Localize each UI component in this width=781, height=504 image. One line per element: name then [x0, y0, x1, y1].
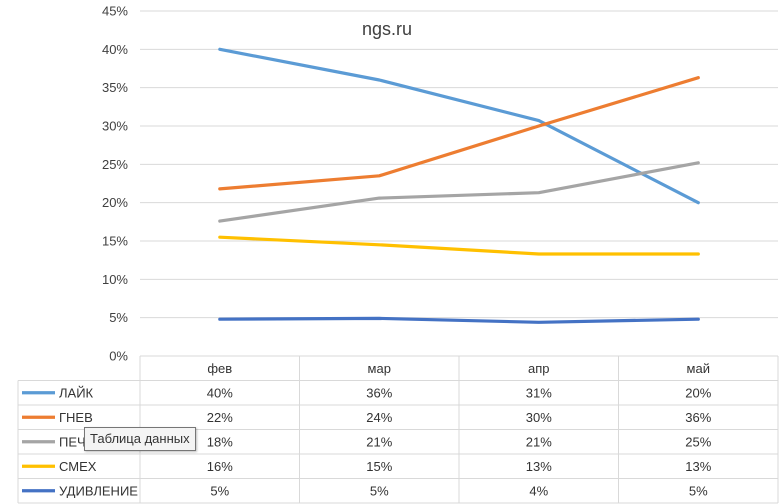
- data-label: 24%: [366, 410, 392, 425]
- data-label: 21%: [366, 434, 392, 449]
- data-label: 18%: [207, 434, 233, 449]
- y-tick-label: 20%: [102, 195, 128, 210]
- legend-label: ЛАЙК: [59, 385, 94, 400]
- data-label: 40%: [207, 385, 233, 400]
- series-line-2: [218, 76, 700, 191]
- legend-label: СМЕХ: [59, 459, 97, 474]
- data-label: 13%: [685, 459, 711, 474]
- data-label: 5%: [210, 483, 229, 498]
- y-tick-label: 0%: [109, 349, 128, 364]
- legend-label: ПЕЧ: [59, 434, 86, 449]
- data-label: 31%: [526, 385, 552, 400]
- series-line-5: [218, 316, 700, 324]
- y-tick-label: 35%: [102, 80, 128, 95]
- y-tick-label: 30%: [102, 119, 128, 134]
- gridlines: [140, 10, 778, 357]
- series-line-4: [218, 235, 700, 256]
- data-table: фев мар апр май ЛАЙК 40% 36% 31% 20% ГНЕВ 22% 24% 30…: [17, 356, 779, 504]
- x-tick-label: апр: [528, 361, 550, 376]
- tooltip: Таблица данных: [84, 427, 196, 451]
- x-tick-label: фев: [207, 361, 232, 376]
- data-label: 15%: [366, 459, 392, 474]
- data-label: 20%: [685, 385, 711, 400]
- data-label: 13%: [526, 459, 552, 474]
- chart-title: ngs.ru: [362, 19, 412, 39]
- series-lines: [218, 47, 700, 324]
- legend-label: УДИВЛЕНИЕ: [59, 483, 138, 498]
- y-tick-label: 45%: [102, 4, 128, 19]
- y-tick-label: 15%: [102, 234, 128, 249]
- data-label: 16%: [207, 459, 233, 474]
- data-label: 36%: [685, 410, 711, 425]
- x-tick-label: мар: [368, 361, 391, 376]
- y-axis: 0% 5% 10% 15% 20% 25% 30% 35% 40% 45%: [102, 4, 128, 364]
- data-label: 22%: [207, 410, 233, 425]
- data-label: 30%: [526, 410, 552, 425]
- series-line-3: [218, 161, 700, 223]
- legend-label: ГНЕВ: [59, 410, 93, 425]
- data-label: 5%: [689, 483, 708, 498]
- data-label: 36%: [366, 385, 392, 400]
- y-tick-label: 25%: [102, 157, 128, 172]
- x-tick-label: май: [687, 361, 710, 376]
- y-tick-label: 5%: [109, 310, 128, 325]
- series-line-1: [218, 47, 700, 205]
- data-label: 4%: [529, 483, 548, 498]
- data-label: 5%: [370, 483, 389, 498]
- y-tick-label: 40%: [102, 42, 128, 57]
- y-tick-label: 10%: [102, 272, 128, 287]
- data-label: 25%: [685, 434, 711, 449]
- data-label: 21%: [526, 434, 552, 449]
